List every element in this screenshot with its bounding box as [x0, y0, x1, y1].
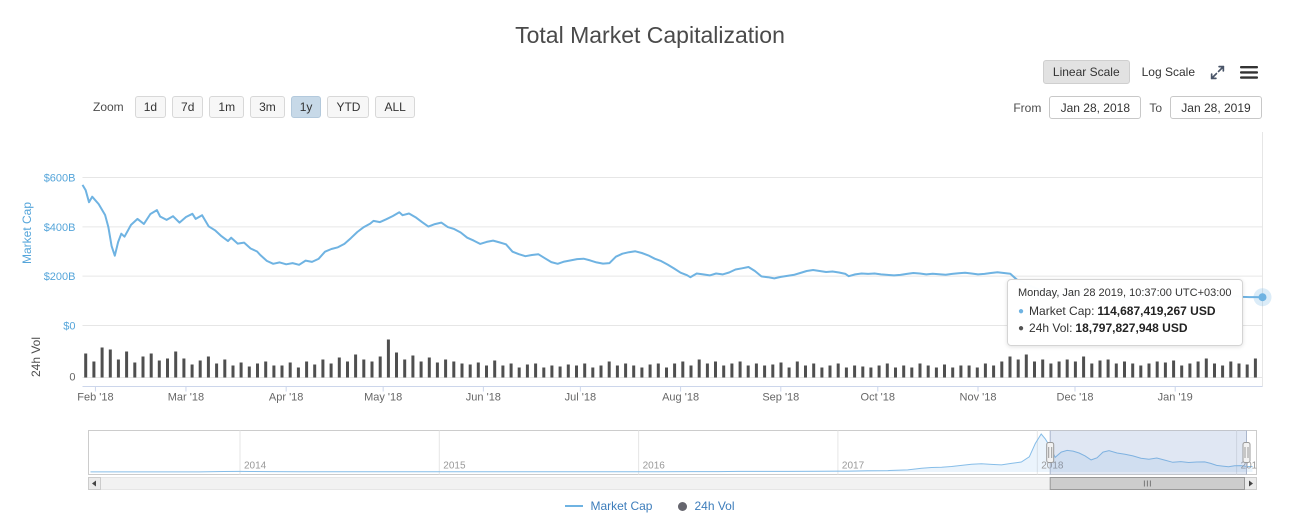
page-title: Total Market Capitalization	[515, 22, 785, 48]
range-button-1y[interactable]: 1y	[290, 96, 322, 118]
tooltip-datetime: Monday, Jan 28 2019, 10:37:00 UTC+03:00	[1018, 287, 1232, 299]
to-date-input[interactable]	[1170, 96, 1262, 119]
svg-text:Dec '18: Dec '18	[1057, 392, 1094, 404]
navigator-outline	[88, 430, 1257, 475]
navigator-year-gridlines	[239, 430, 1238, 475]
expand-icon	[1210, 65, 1225, 79]
fullscreen-button[interactable]	[1207, 62, 1228, 83]
vol-circle-icon	[678, 501, 688, 511]
chart-legend: Market Cap 24h Vol	[0, 499, 1300, 513]
log-scale-button[interactable]: Log Scale	[1140, 61, 1197, 83]
from-label: From	[1013, 100, 1042, 115]
svg-text:$200B: $200B	[44, 271, 76, 283]
zoom-label: Zoom	[93, 100, 124, 114]
svg-text:Feb '18: Feb '18	[77, 392, 113, 404]
market-cap-bullet-icon: ●	[1018, 306, 1025, 317]
svg-text:2015: 2015	[443, 461, 466, 472]
linear-scale-button[interactable]: Linear Scale	[1042, 60, 1130, 84]
tooltip-market-cap-value: 114,687,419,267 USD	[1097, 304, 1216, 318]
volume-axis-title: 24h Vol	[29, 336, 43, 378]
chart-tooltip: Monday, Jan 28 2019, 10:37:00 UTC+03:00 …	[1007, 279, 1243, 346]
range-button-all[interactable]: ALL	[375, 96, 415, 118]
svg-text:Apr '18: Apr '18	[269, 392, 304, 404]
hamburger-menu-icon	[1240, 65, 1258, 79]
last-point-marker	[1258, 293, 1267, 302]
svg-text:$0: $0	[63, 321, 75, 333]
legend-label: 24h Vol	[694, 499, 735, 513]
legend-item-market-cap[interactable]: Market Cap	[565, 499, 652, 513]
svg-text:2017: 2017	[842, 461, 865, 472]
xaxis-labels: Feb '18 Mar '18 Apr '18 May '18 Jun '18 Jul '…	[77, 392, 1193, 404]
zoom-toolbar: Zoom 1d 7d 1m 3m 1y YTD ALL	[93, 96, 415, 118]
svg-text:2016: 2016	[643, 461, 666, 472]
range-button-1d[interactable]: 1d	[134, 96, 167, 118]
scrollbar-thumb[interactable]	[1049, 477, 1245, 490]
market-cap-line-icon	[565, 505, 584, 507]
xaxis-ticks	[94, 386, 1176, 392]
tooltip-vol-row: ● 24h Vol: 18,797,827,948 USD	[1018, 320, 1232, 337]
gridlines	[82, 132, 1263, 387]
navigator-year-labels: 2014 2015 2016 2017 2018 2019	[244, 461, 1264, 472]
navigator-area	[90, 434, 1253, 472]
svg-text:Oct '18: Oct '18	[861, 392, 896, 404]
range-button-3m[interactable]: 3m	[250, 96, 285, 118]
svg-text:Sep '18: Sep '18	[762, 392, 799, 404]
chart-menu-button[interactable]	[1238, 64, 1260, 81]
range-button-1m[interactable]: 1m	[209, 96, 245, 118]
volume-zero-label: 0	[69, 372, 75, 384]
svg-text:2014: 2014	[244, 461, 267, 472]
svg-text:$400B: $400B	[44, 222, 76, 234]
tooltip-market-cap-label: Market Cap:	[1029, 304, 1095, 318]
scale-controls: Linear Scale Log Scale	[1042, 60, 1260, 84]
svg-text:2018: 2018	[1041, 461, 1064, 472]
svg-text:$600B: $600B	[44, 173, 76, 185]
navigator[interactable]: 2014 2015 2016 2017 2018 2019	[90, 430, 1264, 475]
svg-text:Aug '18: Aug '18	[662, 392, 699, 404]
legend-label: Market Cap	[590, 499, 653, 513]
legend-item-24h-vol[interactable]: 24h Vol	[678, 499, 735, 513]
from-date-input[interactable]	[1049, 96, 1142, 119]
navigator-line	[90, 433, 1253, 473]
tooltip-market-cap-row: ● Market Cap: 114,687,419,267 USD	[1018, 303, 1232, 320]
svg-text:May '18: May '18	[364, 392, 402, 404]
volume-bars	[84, 339, 1257, 378]
market-cap-axis-tick-labels: $0 $200B $400B $600B 0	[44, 173, 76, 384]
market-cap-axis-title: Market Cap	[20, 201, 34, 265]
svg-text:Nov '18: Nov '18	[960, 392, 997, 404]
range-button-7d[interactable]: 7d	[172, 96, 204, 118]
svg-text:Mar '18: Mar '18	[168, 392, 204, 404]
range-button-ytd[interactable]: YTD	[327, 96, 370, 118]
tooltip-vol-value: 18,797,827,948 USD	[1075, 321, 1188, 335]
navigator-selection[interactable]	[1050, 430, 1247, 475]
navigator-handle-left[interactable]	[1046, 430, 1055, 475]
date-range-controls: From To	[1013, 96, 1262, 119]
svg-text:Jun '18: Jun '18	[466, 392, 501, 404]
svg-text:2019: 2019	[1241, 461, 1264, 472]
svg-text:Jan '19: Jan '19	[1158, 392, 1193, 404]
to-label: To	[1149, 100, 1162, 115]
scroll-left-arrow-icon	[92, 480, 96, 487]
scroll-right-arrow-icon	[1249, 480, 1253, 487]
tooltip-vol-label: 24h Vol:	[1029, 321, 1073, 335]
svg-text:Jul '18: Jul '18	[565, 392, 596, 404]
vol-bullet-icon: ●	[1018, 323, 1025, 334]
scrollbar-right-button[interactable]	[1244, 477, 1257, 490]
scrollbar-left-button[interactable]	[88, 477, 101, 490]
zoom-range-buttons: 1d 7d 1m 3m 1y YTD ALL	[134, 96, 415, 118]
navigator-handle-right[interactable]	[1242, 430, 1251, 475]
